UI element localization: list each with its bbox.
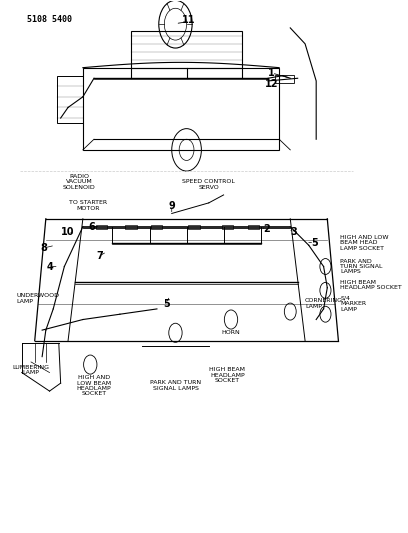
- Text: HIGH BEAM
HEADLAMP SOCKET: HIGH BEAM HEADLAMP SOCKET: [340, 280, 402, 290]
- Text: 5: 5: [163, 298, 170, 309]
- Text: 10: 10: [61, 227, 75, 237]
- Text: 5108 5400: 5108 5400: [27, 14, 72, 23]
- Text: PARK AND TURN
SIGNAL LAMPS: PARK AND TURN SIGNAL LAMPS: [150, 381, 201, 391]
- Text: PARK AND
TURN SIGNAL
LAMPS: PARK AND TURN SIGNAL LAMPS: [340, 259, 383, 274]
- Text: 9: 9: [169, 200, 175, 211]
- Text: HORN: HORN: [222, 330, 240, 335]
- Text: 12: 12: [265, 78, 279, 88]
- Text: SPEED CONTROL
SERVO: SPEED CONTROL SERVO: [182, 179, 235, 190]
- Text: UNDERWOOD
LAMP: UNDERWOOD LAMP: [16, 293, 59, 303]
- Text: 11: 11: [182, 15, 195, 25]
- Text: 3: 3: [290, 227, 297, 237]
- Text: S/4
MARKER
LAMP: S/4 MARKER LAMP: [340, 296, 366, 311]
- Text: TO STARTER
MOTOR: TO STARTER MOTOR: [69, 200, 107, 211]
- Text: 4: 4: [46, 262, 53, 271]
- Text: 5: 5: [311, 238, 318, 248]
- Text: 8: 8: [40, 243, 47, 253]
- Text: 1: 1: [268, 68, 275, 78]
- Text: CORNERING
LAMP: CORNERING LAMP: [305, 298, 343, 309]
- Text: LUMBERING
LAMP: LUMBERING LAMP: [13, 365, 49, 375]
- Text: 7: 7: [96, 251, 103, 261]
- Text: HIGH BEAM
HEADLAMP
SOCKET: HIGH BEAM HEADLAMP SOCKET: [209, 367, 245, 383]
- Text: 2: 2: [263, 224, 270, 235]
- Text: HIGH AND LOW
BEAM HEAD
LAMP SOCKET: HIGH AND LOW BEAM HEAD LAMP SOCKET: [340, 235, 389, 251]
- Text: 6: 6: [89, 222, 95, 232]
- Text: HIGH AND
LOW BEAM
HEADLAMP
SOCKET: HIGH AND LOW BEAM HEADLAMP SOCKET: [77, 375, 111, 397]
- Text: RADIO
VACUUM
SOLENOID: RADIO VACUUM SOLENOID: [63, 174, 95, 190]
